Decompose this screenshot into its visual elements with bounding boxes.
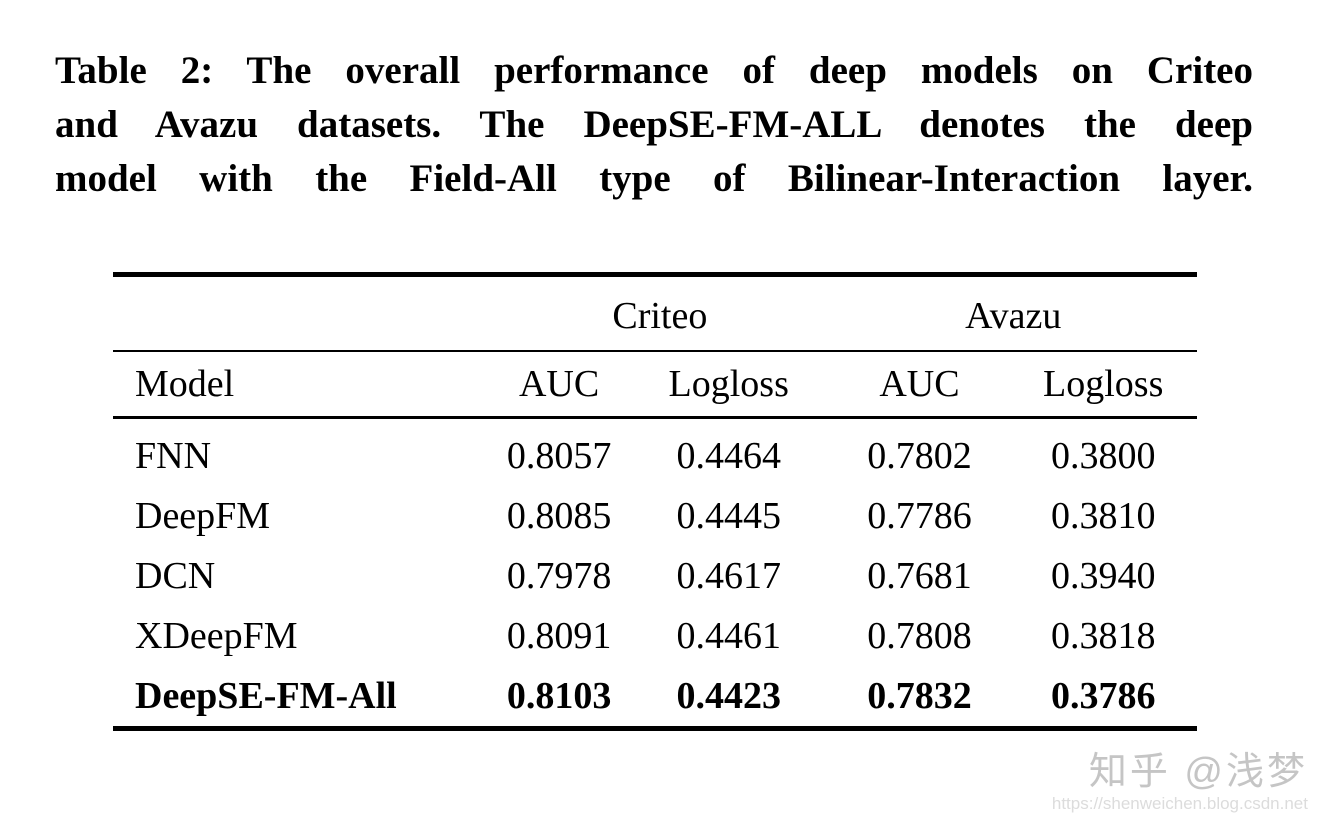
watermark: 知乎 @浅梦 https://shenweichen.blog.csdn.net	[1051, 750, 1308, 814]
avazu-logloss-cell: 0.3810	[1050, 495, 1156, 537]
avazu-logloss-cell: 0.3940	[1050, 555, 1156, 597]
table-row-dcn: DCN 0.7978 0.4617 0.7681 0.3940	[113, 546, 1197, 606]
criteo-auc-cell: 0.7978	[506, 555, 612, 597]
column-header-row: Model AUC Logloss AUC Logloss	[113, 351, 1197, 419]
criteo-logloss-cell: 0.4461	[676, 615, 781, 657]
table-row-xdeepfm: XDeepFM 0.8091 0.4461 0.7808 0.3818	[113, 606, 1197, 666]
criteo-auc-cell: 0.8085	[506, 495, 612, 537]
model-name-cell: XDeepFM	[135, 615, 298, 657]
criteo-auc-cell: 0.8091	[506, 615, 612, 657]
model-name-cell: DeepSE-FM-All	[135, 675, 397, 717]
criteo-logloss-cell: 0.4423	[676, 675, 781, 717]
criteo-logloss-cell: 0.4445	[676, 495, 781, 537]
avazu-logloss-cell: 0.3818	[1050, 615, 1156, 657]
avazu-auc-cell: 0.7786	[867, 495, 972, 537]
avazu-auc-cell: 0.7802	[867, 435, 972, 477]
table-caption: Table 2: The overall performance of deep…	[55, 44, 1253, 206]
dataset-header-criteo: Criteo	[490, 274, 830, 352]
column-header-criteo-auc: AUC	[490, 351, 628, 419]
criteo-logloss-cell: 0.4464	[676, 435, 781, 477]
watermark-url-text: https://shenweichen.blog.csdn.net	[1051, 794, 1308, 814]
table-row-fnn: FNN 0.8057 0.4464 0.7802 0.3800	[113, 418, 1197, 487]
criteo-auc-cell: 0.8057	[506, 435, 612, 477]
spacer-cell	[113, 274, 491, 352]
avazu-auc-cell: 0.7832	[867, 675, 972, 717]
avazu-auc-cell: 0.7681	[867, 555, 972, 597]
avazu-logloss-cell: 0.3786	[1050, 675, 1156, 717]
performance-table-container: Criteo Avazu Model AUC Logloss AUC Loglo…	[113, 272, 1197, 731]
model-name-cell: FNN	[135, 435, 212, 477]
criteo-auc-cell: 0.8103	[506, 675, 612, 717]
avazu-auc-cell: 0.7808	[867, 615, 972, 657]
column-header-avazu-logloss: Logloss	[1009, 351, 1197, 419]
table-row-deepse-fm-all: DeepSE-FM-All 0.8103 0.4423 0.7832 0.378…	[113, 666, 1197, 729]
column-header-avazu-auc: AUC	[829, 351, 1010, 419]
watermark-site-text: 知乎 @浅梦	[1088, 750, 1308, 793]
model-name-cell: DeepFM	[135, 495, 271, 537]
model-name-cell: DCN	[135, 555, 216, 597]
dataset-header-avazu: Avazu	[829, 274, 1197, 352]
caption-line-2: and Avazu datasets. The DeepSE-FM-ALL de…	[55, 103, 1253, 146]
caption-line-1: Table 2: The overall performance of deep…	[55, 49, 1253, 92]
criteo-logloss-cell: 0.4617	[676, 555, 781, 597]
avazu-logloss-cell: 0.3800	[1050, 435, 1156, 477]
performance-table: Criteo Avazu Model AUC Logloss AUC Loglo…	[113, 272, 1197, 731]
caption-line-3: model with the Field-All type of Bilinea…	[55, 157, 1253, 200]
dataset-header-row: Criteo Avazu	[113, 274, 1197, 352]
column-header-model: Model	[113, 351, 491, 419]
column-header-criteo-logloss: Logloss	[627, 351, 830, 419]
table-row-deepfm: DeepFM 0.8085 0.4445 0.7786 0.3810	[113, 486, 1197, 546]
